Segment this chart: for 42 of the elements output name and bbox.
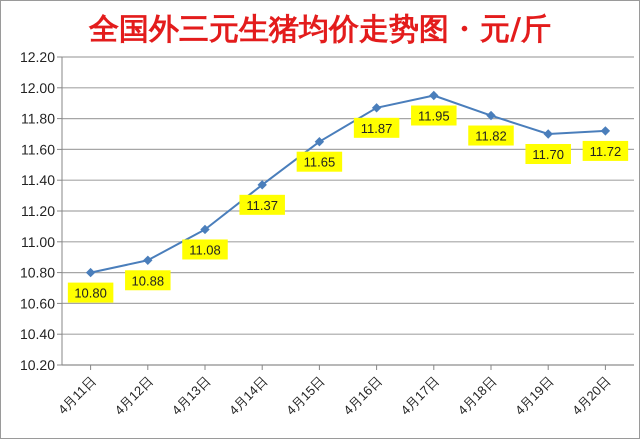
y-tick-label: 11.80 <box>21 110 56 127</box>
data-label: 11.65 <box>304 154 336 170</box>
x-tick-label: 4月18日 <box>454 374 500 418</box>
point <box>486 111 496 120</box>
data-label: 11.08 <box>189 242 221 258</box>
data-label: 10.88 <box>132 273 164 288</box>
point <box>544 130 553 138</box>
y-tick-label: 11.20 <box>21 202 56 219</box>
data-label: 11.87 <box>360 120 392 136</box>
x-tick-label: 4月19日 <box>512 374 556 418</box>
y-tick-label: 12.20 <box>20 48 56 65</box>
x-tick-label: 4月16日 <box>340 374 385 418</box>
data-label: 11.82 <box>475 128 507 144</box>
x-tick-label: 4月20日 <box>569 374 614 418</box>
point <box>143 256 152 265</box>
point <box>258 180 267 190</box>
y-tick-label: 10.20 <box>20 356 56 373</box>
y-tick-label: 10.40 <box>20 326 56 342</box>
x-tick-label: 4月13日 <box>168 374 214 418</box>
y-tick-label: 12.00 <box>20 80 56 96</box>
y-tick-label: 10.80 <box>20 264 56 281</box>
point <box>314 137 324 146</box>
data-label: 10.80 <box>74 286 107 301</box>
x-tick-label: 4月12日 <box>112 374 156 418</box>
point <box>200 224 210 234</box>
point <box>600 126 610 136</box>
point <box>372 103 382 112</box>
y-tick-label: 11.00 <box>21 234 56 250</box>
point <box>86 268 96 278</box>
x-tick-label: 4月14日 <box>226 374 270 418</box>
x-tick-label: 4月11日 <box>55 374 99 418</box>
y-tick-label: 10.60 <box>20 295 56 312</box>
y-tick-label: 11.60 <box>21 141 56 158</box>
data-label: 11.95 <box>418 108 450 124</box>
x-tick-label: 4月17日 <box>398 374 442 418</box>
y-tick-label: 11.40 <box>21 172 56 188</box>
data-label: 11.37 <box>246 198 278 213</box>
data-label: 11.70 <box>532 147 564 162</box>
chart-title: 全国外三元生猪均价走势图 · 元/斤 <box>88 11 552 49</box>
x-tick-label: 4月15日 <box>283 374 328 418</box>
point <box>429 91 438 100</box>
data-label: 11.72 <box>590 144 622 159</box>
